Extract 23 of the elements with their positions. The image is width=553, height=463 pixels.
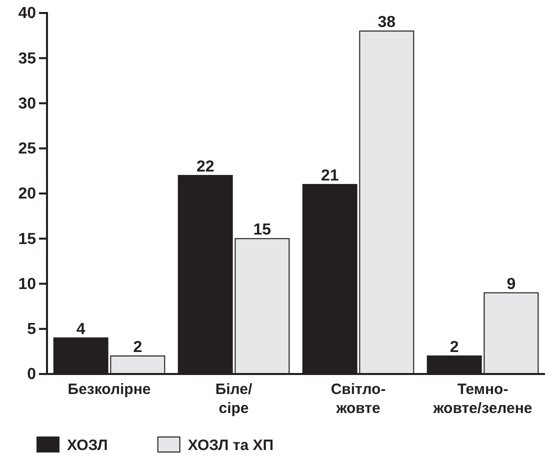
data-label: 15 [253,222,272,239]
y-tick-label: 0 [27,366,36,384]
x-tick-label: Світло- жовте [330,381,386,417]
x-tick-label: Безколірне [68,381,151,398]
x-tick-label: Біле/ сіре [215,381,253,417]
data-label: 22 [196,158,214,176]
y-tick-label: 25 [18,140,36,158]
y-tick-label: 15 [18,230,36,248]
data-label: 2 [450,338,459,356]
y-tick-label: 10 [18,276,36,293]
y-tick-label: 30 [18,95,36,112]
data-label: 2 [133,338,142,356]
data-label: 38 [378,14,396,32]
data-label: 21 [320,167,339,184]
y-tick-label: 35 [18,50,36,68]
y-tick-label: 20 [18,186,36,203]
legend-label: ХОЗЛ та ХП [188,437,274,454]
y-tick-label: 40 [18,5,36,22]
data-label: 9 [506,276,516,293]
data-label: 4 [76,320,86,338]
y-tick-label: 5 [27,320,36,338]
legend-label: ХОЗЛ [67,437,108,454]
x-tick-label: Темно- жовте/зелене [432,381,532,417]
